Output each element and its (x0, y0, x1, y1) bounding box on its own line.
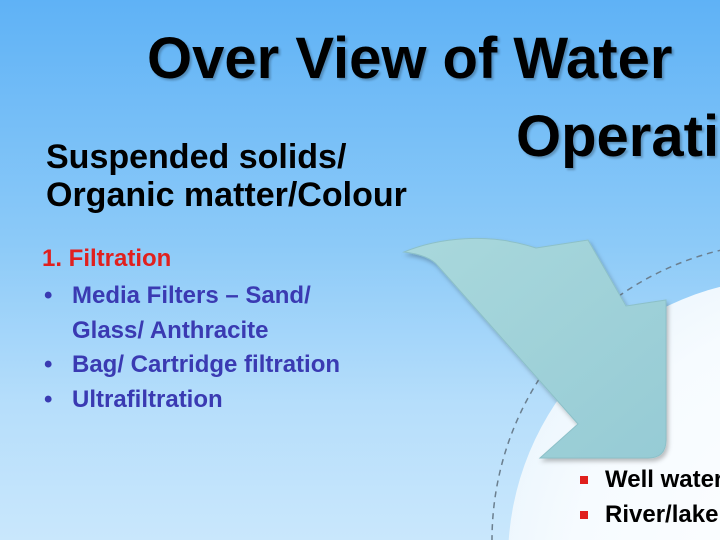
square-bullet-icon (580, 511, 588, 519)
bullet-dot-icon: • (44, 385, 53, 413)
bullet-dot-icon: • (44, 351, 53, 378)
method-list: • Media Filters – Sand/ Glass/ Anthracit… (44, 279, 340, 417)
method-item: • Media Filters – Sand/ Glass/ Anthracit… (44, 279, 340, 348)
bullet-dot-icon: • (44, 282, 53, 309)
curved-arrow (402, 237, 667, 459)
slide-title-line-2: Operations (516, 104, 720, 169)
method-item-text: Media Filters – Sand/ Glass/ Anthracite (72, 282, 311, 344)
source-list: Well water River/lake (578, 462, 720, 532)
section-heading: Suspended solids/ Organic matter/Colour (46, 138, 407, 214)
square-bullet-icon (580, 476, 588, 484)
source-item-text: River/lake (605, 501, 719, 528)
method-title: 1. Filtration (42, 245, 172, 272)
method-item: • Bag/ Cartridge filtration (44, 348, 340, 383)
source-item-text: Well water (605, 466, 720, 493)
method-item-text: Ultrafiltration (72, 385, 223, 413)
section-heading-line-1: Suspended solids/ (46, 138, 347, 176)
method-item-text: Bag/ Cartridge filtration (72, 351, 341, 378)
source-item: River/lake (578, 497, 720, 532)
slide-title-line-1: Over View of Water (147, 26, 673, 91)
source-item: Well water (578, 462, 720, 497)
method-item: • Ultrafiltration (44, 383, 340, 418)
section-heading-line-2: Organic matter/Colour (46, 176, 407, 214)
